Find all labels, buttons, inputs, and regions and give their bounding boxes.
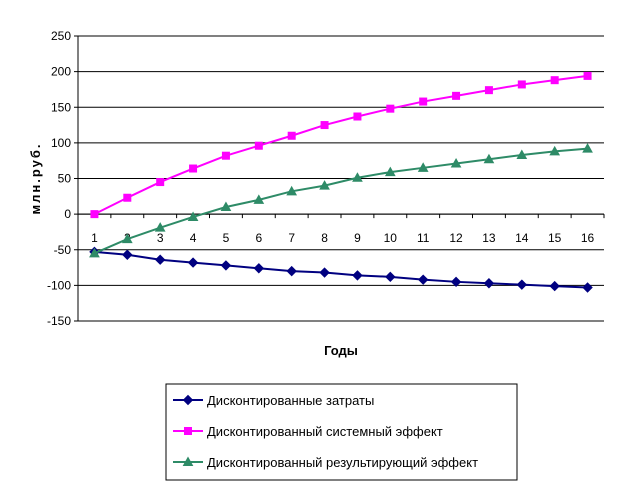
legend-label: Дисконтированный результирующий эффект: [207, 455, 478, 470]
data-point: [550, 76, 559, 85]
data-point: [253, 194, 265, 204]
data-point: [483, 278, 495, 289]
series-2: [90, 71, 592, 219]
data-point: [419, 97, 428, 106]
x-ticks: 12345678910111213141516: [77, 214, 605, 245]
x-tick-label: 12: [449, 231, 463, 245]
legend-box: [165, 383, 518, 481]
x-tick-label: 5: [223, 231, 230, 245]
data-point: [516, 149, 528, 159]
y-tick-label: -150: [47, 314, 71, 328]
y-tick-label: 0: [64, 207, 71, 221]
series-1: [89, 246, 593, 293]
x-tick-label: 4: [190, 231, 197, 245]
data-point: [286, 185, 298, 196]
data-point: [417, 162, 429, 172]
data-point: [549, 280, 560, 292]
data-point: [154, 222, 166, 232]
data-point: [90, 210, 99, 219]
y-tick-label: 50: [58, 172, 72, 186]
x-axis-title: Годы: [324, 343, 358, 358]
data-point: [353, 112, 362, 121]
data-point: [253, 263, 265, 274]
x-tick-label: 1: [91, 231, 98, 245]
data-point: [484, 86, 493, 95]
data-point: [121, 233, 133, 244]
legend-marker: [184, 427, 192, 435]
data-point: [452, 91, 461, 100]
y-tick-label: -50: [54, 243, 72, 257]
data-point: [189, 164, 198, 173]
series-line: [93, 74, 588, 216]
data-point: [450, 276, 462, 288]
legend-marker: [182, 394, 194, 406]
legend-item: Дисконтированные затраты: [173, 393, 374, 408]
data-point: [352, 270, 363, 281]
legend: Дисконтированные затраты Дисконтированный…: [165, 383, 518, 481]
y-tick-label: -100: [47, 278, 71, 292]
data-point: [187, 211, 199, 221]
data-point: [319, 180, 330, 190]
data-point: [450, 158, 462, 168]
series-layer: [89, 71, 593, 293]
data-point: [583, 71, 592, 80]
y-tick-label: 100: [51, 136, 71, 150]
data-point: [386, 104, 395, 113]
data-point: [254, 141, 263, 150]
x-tick-label: 14: [515, 231, 529, 245]
y-tick-label: 250: [51, 29, 71, 43]
data-point: [154, 254, 166, 265]
x-tick-label: 6: [255, 231, 262, 245]
data-point: [319, 267, 330, 278]
data-point: [320, 121, 329, 130]
x-tick-label: 10: [384, 231, 398, 245]
data-point: [220, 260, 232, 271]
y-axis-title: млн.руб.: [28, 143, 43, 215]
data-point: [385, 271, 396, 283]
x-tick-label: 8: [321, 231, 328, 245]
x-tick-label: 3: [157, 231, 164, 245]
data-point: [516, 279, 528, 290]
data-point: [483, 153, 495, 164]
legend-marker: [182, 456, 194, 466]
y-tick-label: 200: [51, 65, 71, 79]
data-point: [549, 145, 561, 156]
data-point: [221, 151, 230, 160]
x-tick-label: 11: [417, 231, 430, 245]
data-point: [384, 166, 396, 177]
x-tick-label: 13: [482, 231, 496, 245]
legend-item: Дисконтированный системный эффект: [173, 424, 443, 439]
data-point: [287, 131, 296, 140]
data-point: [582, 282, 593, 293]
data-point: [286, 265, 297, 277]
data-point: [582, 143, 593, 153]
y-tick-label: 150: [51, 100, 71, 114]
x-tick-label: 15: [548, 231, 562, 245]
series-line: [94, 250, 588, 289]
data-point: [220, 201, 232, 211]
x-tick-label: 7: [288, 231, 295, 245]
data-point: [122, 249, 133, 260]
series-3: [89, 143, 593, 258]
legend-label: Дисконтированный системный эффект: [207, 424, 443, 439]
y-ticks: -150 -100 -50 0 50 100 150 200 250: [47, 29, 78, 328]
data-point: [123, 193, 132, 202]
data-point: [517, 80, 526, 89]
legend-label: Дисконтированные затраты: [207, 393, 374, 408]
legend-item: Дисконтированный результирующий эффект: [173, 455, 478, 470]
data-point: [187, 257, 199, 268]
data-point: [156, 178, 165, 187]
x-tick-label: 9: [354, 231, 361, 245]
data-point: [417, 274, 429, 285]
data-point: [89, 247, 100, 258]
series-line: [94, 147, 588, 255]
data-point: [352, 172, 363, 182]
x-tick-label: 16: [581, 231, 595, 245]
